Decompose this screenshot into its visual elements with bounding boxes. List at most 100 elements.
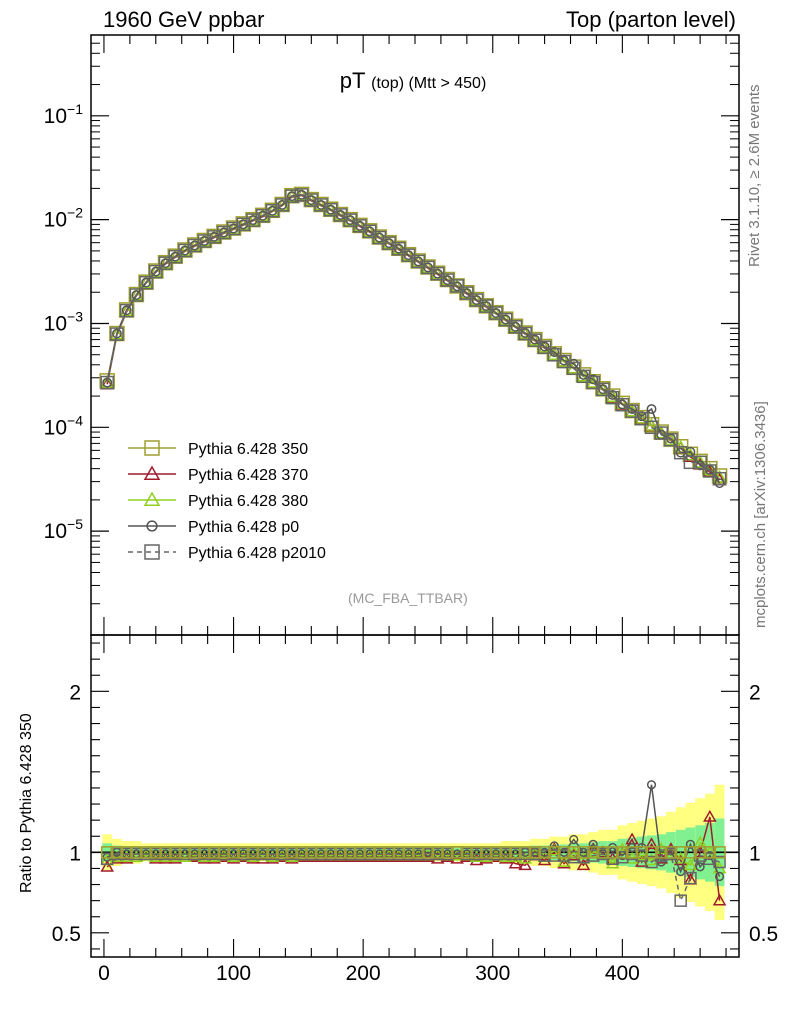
main-series-point <box>712 471 727 486</box>
ratio-reference-point <box>324 846 338 859</box>
ratio-series-point <box>508 856 523 869</box>
ratio-reference-point <box>548 846 561 859</box>
main-series-point <box>508 320 523 334</box>
legend-label: Pythia 6.428 370 <box>188 467 308 484</box>
ratio-series-point <box>714 871 725 882</box>
main-series-point <box>150 266 161 277</box>
ratio-reference-point <box>343 846 357 859</box>
main-series-point <box>510 321 521 332</box>
main-series-point <box>547 347 562 362</box>
ratio-series-point <box>712 893 727 906</box>
ratio-reference-point <box>266 846 279 859</box>
legend-marker <box>146 520 158 532</box>
ratio-reference-point <box>538 846 551 859</box>
main-series-layer <box>99 186 728 489</box>
ratio-reference-point <box>421 846 435 859</box>
ratio-reference-point <box>392 846 406 859</box>
ratio-reference-point <box>499 846 512 859</box>
ratio-series-point <box>110 850 124 863</box>
main-series-point <box>450 279 464 293</box>
ratio-reference-point <box>149 846 163 859</box>
main-series-point <box>586 375 600 390</box>
main-series-point <box>275 198 289 212</box>
ratio-reference-point <box>509 846 522 859</box>
header-right: Top (parton level) <box>566 7 736 32</box>
ratio-series-point <box>586 842 600 855</box>
ratio-reference-point <box>334 846 347 859</box>
plot-title-main: pT <box>339 68 365 93</box>
ratio-reference-point <box>237 846 250 859</box>
main-series-point <box>498 312 513 327</box>
main-series-line <box>106 194 721 480</box>
ratio-series-layer <box>100 780 727 907</box>
ratio-reference-point <box>130 846 143 859</box>
ratio-series-point <box>606 852 619 866</box>
ratio-series-point <box>685 839 696 849</box>
main-y-tick-label: 10−2 <box>44 205 84 232</box>
legend-label: Pythia 6.428 p2010 <box>188 545 326 562</box>
main-series-point <box>109 326 125 340</box>
ratio-reference-point <box>460 846 474 859</box>
ratio-reference-point <box>139 846 153 859</box>
main-y-tick-label: 10−4 <box>44 412 84 439</box>
ratio-reference-point <box>557 846 571 859</box>
ratio-reference-point <box>489 846 503 859</box>
analysis-label: (MC_FBA_TTBAR) <box>348 590 468 606</box>
ratio-x-tick-label: 400 <box>605 962 640 985</box>
main-series-point <box>110 327 124 341</box>
main-series-point <box>178 243 192 258</box>
main-series-point <box>226 221 241 236</box>
ratio-series-point <box>646 780 657 790</box>
main-series-point <box>646 404 657 414</box>
ratio-series-point <box>703 809 717 822</box>
ratio-series-point <box>450 848 464 861</box>
ratio-series-point <box>569 834 579 845</box>
main-series-point <box>673 445 688 460</box>
ratio-series-point <box>557 856 571 869</box>
ratio-y-tick-label-right: 1 <box>749 842 761 865</box>
header-left: 1960 GeV ppbar <box>103 7 265 32</box>
ratio-reference-point <box>198 846 211 859</box>
ratio-reference-point <box>684 846 697 859</box>
main-series-point <box>304 193 319 207</box>
ratio-axis-ticks: 0 100 200 300 400 0.5 0.5 1 1 2 2 <box>52 635 778 985</box>
ratio-y-tick-label-right: 0.5 <box>749 923 778 946</box>
ratio-series-point <box>644 837 659 850</box>
ratio-reference-point <box>606 846 619 859</box>
ratio-x-tick-label: 100 <box>216 962 251 985</box>
legend-label: Pythia 6.428 350 <box>188 441 308 458</box>
ratio-reference-point <box>256 846 269 859</box>
ratio-reference-point <box>100 846 114 859</box>
ratio-reference-point <box>159 846 172 859</box>
ratio-reference-point <box>168 846 182 859</box>
main-series-point <box>187 238 202 253</box>
ratio-reference-point <box>411 846 425 859</box>
main-series-point <box>324 202 338 217</box>
main-series-point <box>255 209 270 223</box>
ratio-reference-point <box>120 846 133 859</box>
main-series-point <box>664 432 678 447</box>
main-series-point <box>207 230 221 244</box>
legend-marker <box>143 465 161 480</box>
ratio-reference-point <box>178 846 192 859</box>
ratio-reference-point <box>314 846 328 859</box>
ratio-x-tick-label: 0 <box>98 962 110 985</box>
main-series-point <box>675 447 686 458</box>
ratio-series-point <box>615 842 630 855</box>
main-y-tick-label: 10−1 <box>44 101 84 128</box>
plot-title-sub: (top) (Mtt > 450) <box>371 75 487 92</box>
main-series-point <box>567 361 581 376</box>
legend-label: Pythia 6.428 p0 <box>188 519 299 536</box>
ratio-reference-point <box>188 846 201 859</box>
ratio-series-point <box>576 858 591 871</box>
ratio-reference-point <box>470 846 483 859</box>
ratio-reference-point <box>518 846 532 859</box>
main-series-point <box>693 455 707 470</box>
main-series-point <box>479 299 494 313</box>
ratio-reference-point <box>480 846 493 859</box>
ratio-series-point <box>683 858 698 871</box>
ratio-y-tick-label: 2 <box>69 681 81 704</box>
ratio-series-point <box>703 852 717 866</box>
main-series-point <box>285 189 299 203</box>
ratio-reference-point <box>703 846 717 859</box>
